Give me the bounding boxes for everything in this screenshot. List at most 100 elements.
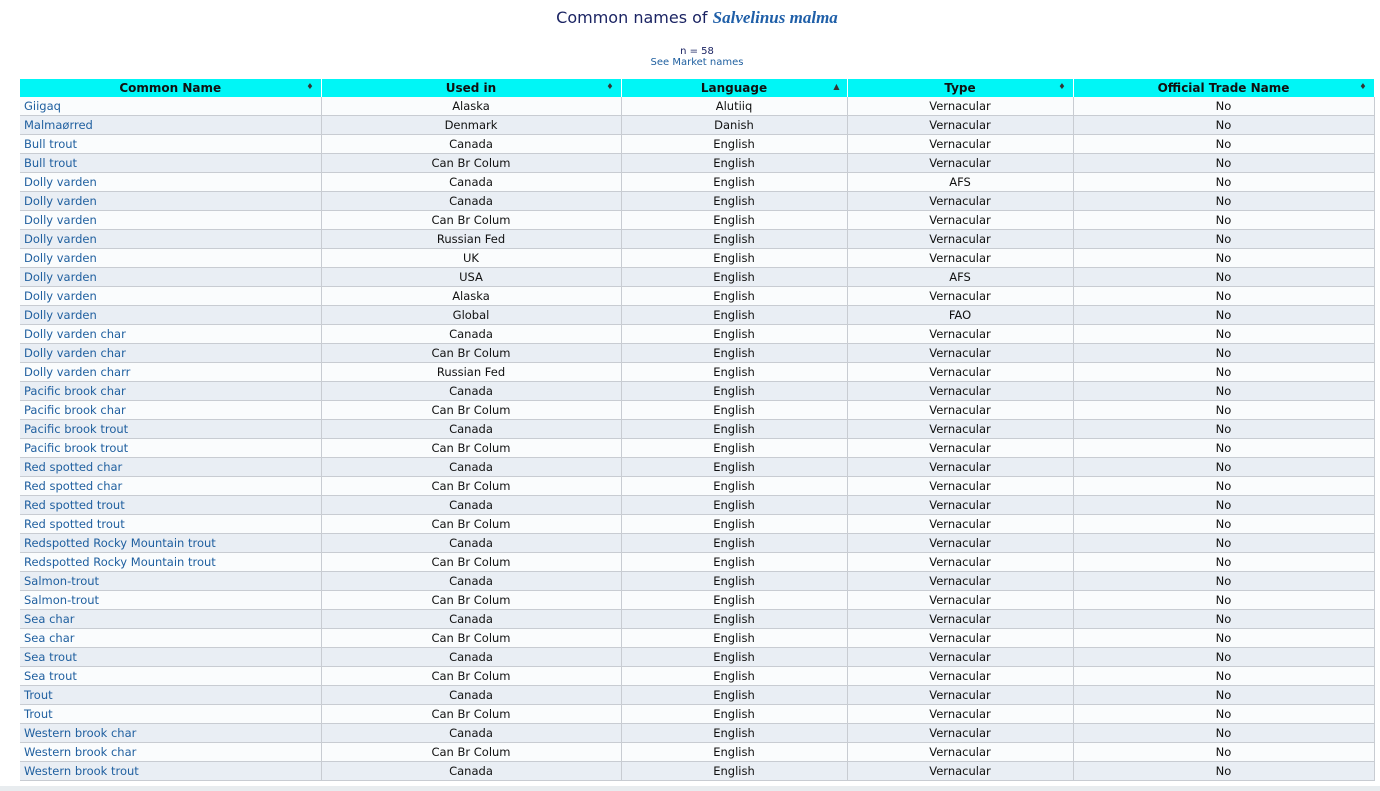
column-label: Used in bbox=[445, 81, 497, 95]
type-cell: Vernacular bbox=[847, 514, 1074, 534]
common-name-link[interactable]: Western brook trout bbox=[20, 761, 322, 781]
type-cell: Vernacular bbox=[847, 115, 1074, 135]
type-cell: AFS bbox=[847, 172, 1074, 192]
horizontal-scrollbar[interactable] bbox=[0, 786, 1380, 791]
common-name-link[interactable]: Western brook char bbox=[20, 742, 322, 762]
type-cell: Vernacular bbox=[847, 742, 1074, 762]
common-name-link[interactable]: Pacific brook char bbox=[20, 400, 322, 420]
language-cell: English bbox=[621, 381, 848, 401]
common-name-link[interactable]: Sea trout bbox=[20, 666, 322, 686]
summary: n = 58 See Market names bbox=[0, 46, 1380, 68]
column-header-type[interactable]: Type ♦ bbox=[847, 79, 1074, 97]
common-name-link[interactable]: Pacific brook trout bbox=[20, 419, 322, 439]
type-cell: Vernacular bbox=[847, 134, 1074, 154]
type-cell: Vernacular bbox=[847, 229, 1074, 249]
official-trade-name-cell: No bbox=[1073, 305, 1375, 325]
common-name-link[interactable]: Dolly varden bbox=[20, 191, 322, 211]
language-cell: English bbox=[621, 172, 848, 192]
official-trade-name-cell: No bbox=[1073, 419, 1375, 439]
official-trade-name-cell: No bbox=[1073, 552, 1375, 572]
used-in-cell: Canada bbox=[321, 419, 622, 439]
column-header-official-trade-name[interactable]: Official Trade Name ♦ bbox=[1073, 79, 1375, 97]
market-names-link[interactable]: See Market names bbox=[650, 57, 744, 68]
page-title: Common names of Salvelinus malma bbox=[0, 8, 1380, 28]
table-row: Dolly varden Canada English AFS No bbox=[20, 172, 1375, 192]
sort-icon[interactable]: ♦ bbox=[306, 82, 314, 91]
common-name-link[interactable]: Salmon-trout bbox=[20, 571, 322, 591]
common-name-link[interactable]: Sea char bbox=[20, 609, 322, 629]
official-trade-name-cell: No bbox=[1073, 723, 1375, 743]
type-cell: Vernacular bbox=[847, 286, 1074, 306]
official-trade-name-cell: No bbox=[1073, 191, 1375, 211]
common-name-link[interactable]: Red spotted trout bbox=[20, 495, 322, 515]
type-cell: Vernacular bbox=[847, 495, 1074, 515]
common-name-link[interactable]: Dolly varden bbox=[20, 267, 322, 287]
common-name-link[interactable]: Bull trout bbox=[20, 134, 322, 154]
sort-icon[interactable]: ♦ bbox=[606, 82, 614, 91]
table-row: Dolly varden char Canada English Vernacular… bbox=[20, 324, 1375, 344]
common-name-link[interactable]: Dolly varden char bbox=[20, 343, 322, 363]
used-in-cell: Canada bbox=[321, 723, 622, 743]
common-name-link[interactable]: Dolly varden charr bbox=[20, 362, 322, 382]
table-row: Dolly varden char Can Br Colum English Vern… bbox=[20, 343, 1375, 363]
column-header-used-in[interactable]: Used in ♦ bbox=[321, 79, 622, 97]
table-row: Dolly varden charr Russian Fed English Vern… bbox=[20, 362, 1375, 382]
language-cell: English bbox=[621, 153, 848, 173]
common-name-link[interactable]: Dolly varden bbox=[20, 286, 322, 306]
common-name-link[interactable]: Pacific brook char bbox=[20, 381, 322, 401]
table-row: Pacific brook trout Canada English Vernacul… bbox=[20, 419, 1375, 439]
language-cell: English bbox=[621, 685, 848, 705]
common-name-link[interactable]: Sea char bbox=[20, 628, 322, 648]
used-in-cell: Can Br Colum bbox=[321, 552, 622, 572]
official-trade-name-cell: No bbox=[1073, 685, 1375, 705]
common-name-link[interactable]: Bull trout bbox=[20, 153, 322, 173]
common-name-link[interactable]: Pacific brook trout bbox=[20, 438, 322, 458]
table-row: Western brook char Canada English Vernacula… bbox=[20, 723, 1375, 743]
official-trade-name-cell: No bbox=[1073, 666, 1375, 686]
sort-ascending-icon[interactable]: ▲ bbox=[833, 82, 840, 91]
common-name-link[interactable]: Dolly varden bbox=[20, 248, 322, 268]
official-trade-name-cell: No bbox=[1073, 343, 1375, 363]
common-name-link[interactable]: Redspotted Rocky Mountain trout bbox=[20, 552, 322, 572]
common-name-link[interactable]: Red spotted char bbox=[20, 457, 322, 477]
common-name-link[interactable]: Dolly varden bbox=[20, 210, 322, 230]
table-row: Red spotted trout Can Br Colum English Vern… bbox=[20, 514, 1375, 534]
official-trade-name-cell: No bbox=[1073, 229, 1375, 249]
common-name-link[interactable]: Malmaørred bbox=[20, 115, 322, 135]
official-trade-name-cell: No bbox=[1073, 286, 1375, 306]
table-row: Sea trout Can Br Colum English Vernacular No bbox=[20, 666, 1375, 686]
common-name-link[interactable]: Giigaq bbox=[20, 97, 322, 116]
common-name-link[interactable]: Salmon-trout bbox=[20, 590, 322, 610]
common-name-link[interactable]: Trout bbox=[20, 704, 322, 724]
official-trade-name-cell: No bbox=[1073, 381, 1375, 401]
official-trade-name-cell: No bbox=[1073, 248, 1375, 268]
used-in-cell: Can Br Colum bbox=[321, 438, 622, 458]
table-row: Western brook trout Canada English Vernacul… bbox=[20, 761, 1375, 781]
table-row: Dolly varden UK English Vernacular No bbox=[20, 248, 1375, 268]
common-name-link[interactable]: Red spotted char bbox=[20, 476, 322, 496]
common-name-link[interactable]: Trout bbox=[20, 685, 322, 705]
used-in-cell: Canada bbox=[321, 495, 622, 515]
common-name-link[interactable]: Redspotted Rocky Mountain trout bbox=[20, 533, 322, 553]
used-in-cell: Can Br Colum bbox=[321, 514, 622, 534]
type-cell: Vernacular bbox=[847, 704, 1074, 724]
column-header-language[interactable]: Language ▲ bbox=[621, 79, 848, 97]
common-name-link[interactable]: Dolly varden bbox=[20, 172, 322, 192]
common-name-link[interactable]: Western brook char bbox=[20, 723, 322, 743]
common-name-link[interactable]: Dolly varden char bbox=[20, 324, 322, 344]
sort-icon[interactable]: ♦ bbox=[1058, 82, 1066, 91]
language-cell: English bbox=[621, 647, 848, 667]
common-name-link[interactable]: Dolly varden bbox=[20, 229, 322, 249]
table-row: Trout Can Br Colum English Vernacular No bbox=[20, 704, 1375, 724]
column-header-common-name[interactable]: Common Name ♦ bbox=[20, 79, 322, 97]
common-name-link[interactable]: Sea trout bbox=[20, 647, 322, 667]
used-in-cell: Can Br Colum bbox=[321, 704, 622, 724]
common-name-link[interactable]: Dolly varden bbox=[20, 305, 322, 325]
type-cell: Vernacular bbox=[847, 685, 1074, 705]
sort-icon[interactable]: ♦ bbox=[1359, 82, 1367, 91]
type-cell: Vernacular bbox=[847, 438, 1074, 458]
type-cell: Vernacular bbox=[847, 571, 1074, 591]
common-name-link[interactable]: Red spotted trout bbox=[20, 514, 322, 534]
type-cell: Vernacular bbox=[847, 419, 1074, 439]
used-in-cell: Canada bbox=[321, 533, 622, 553]
